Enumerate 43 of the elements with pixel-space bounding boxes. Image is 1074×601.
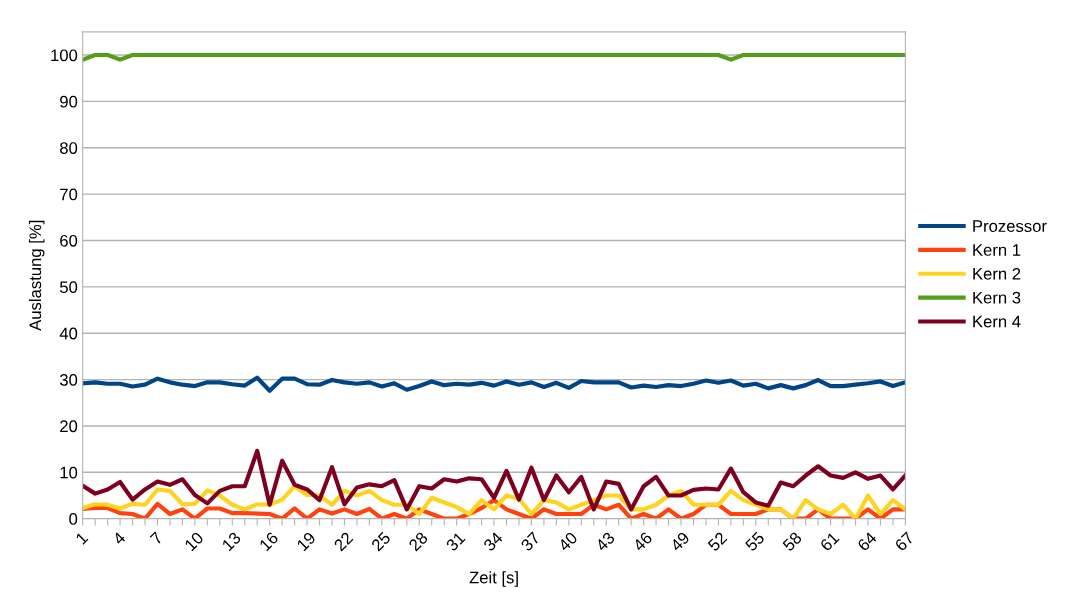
- legend-label: Prozessor: [973, 220, 1047, 232]
- x-tick-label: 43: [594, 531, 616, 552]
- line-series: [82, 448, 906, 512]
- y-tick-label: 20: [60, 420, 78, 433]
- x-tick-label: 28: [408, 531, 429, 552]
- y-tick-label: 70: [60, 188, 78, 201]
- x-tick-label: 34: [482, 531, 504, 552]
- x-tick-label: 58: [781, 531, 803, 552]
- y-tick-label: 90: [60, 95, 78, 108]
- x-tick-label: 52: [707, 531, 728, 552]
- x-tick-label: 40: [557, 531, 579, 552]
- x-tick-label: 37: [520, 531, 541, 552]
- line-series: [82, 375, 906, 393]
- legend-label: Kern 1: [973, 244, 1021, 256]
- x-axis-title: Zeit [s]: [469, 571, 518, 587]
- y-tick-label: 10: [60, 466, 78, 479]
- x-tick-label: 61: [819, 531, 840, 552]
- x-tick-label: 22: [333, 531, 354, 552]
- x-tick-label: 46: [632, 531, 653, 552]
- x-tick-label: 7: [149, 531, 164, 545]
- x-tick-label: 67: [894, 531, 915, 552]
- legend-label: Kern 4: [973, 315, 1021, 328]
- y-axis-title: Auslastung [%]: [28, 220, 45, 331]
- x-tick-label: 1: [75, 531, 89, 545]
- x-tick-label: 13: [221, 531, 242, 552]
- x-tick-label: 19: [296, 531, 317, 552]
- y-tick-label: 50: [59, 281, 78, 294]
- legend-label: Kern 2: [973, 267, 1021, 280]
- x-tick-label: 55: [744, 531, 766, 552]
- y-tick-label: 0: [69, 513, 78, 525]
- x-tick-label: 10: [184, 531, 205, 552]
- y-tick-label: 60: [60, 234, 78, 247]
- x-tick-label: 49: [669, 531, 691, 552]
- y-tick-label: 100: [51, 49, 78, 62]
- x-tick-label: 64: [856, 531, 878, 552]
- y-tick-label: 40: [59, 327, 78, 340]
- y-tick-label: 30: [59, 373, 78, 386]
- x-tick-label: 31: [445, 531, 466, 552]
- y-tick-label: 80: [60, 142, 78, 154]
- x-tick-label: 25: [370, 531, 392, 552]
- legend-label: Kern 3: [973, 291, 1021, 304]
- x-tick-label: 4: [112, 531, 127, 546]
- x-tick-label: 16: [258, 531, 279, 552]
